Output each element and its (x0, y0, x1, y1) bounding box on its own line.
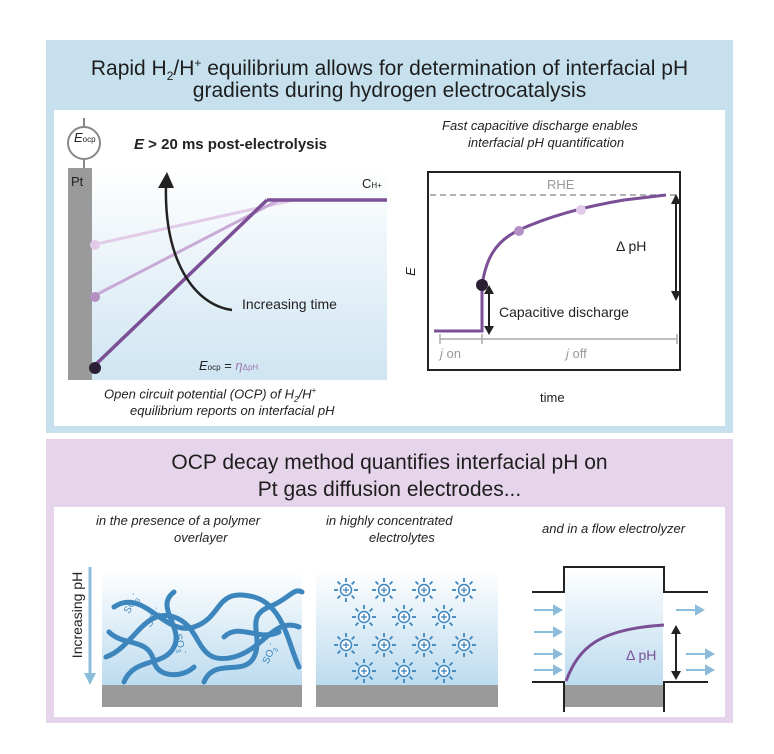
flow-channel-bottom-wall (532, 681, 708, 712)
left-caption-line2: equilibrium reports on interfacial pH (130, 403, 335, 418)
solvated-ion-icon (334, 633, 358, 657)
bottom-title-line1: OCP decay method quantifies interfacial … (171, 451, 608, 474)
solvated-ion-icon (432, 659, 456, 683)
right-heading-line2: interfacial pH quantification (468, 135, 625, 150)
solution-region (92, 168, 387, 380)
j-on-label: j on (440, 346, 461, 361)
solvated-ion-icon (352, 659, 376, 683)
solvated-ion-icon (352, 605, 376, 629)
marker-late (90, 240, 100, 250)
pt-electrode (68, 168, 92, 380)
eocp-equation: Eocp = ηΔpH (199, 358, 259, 373)
solvated-ion-icon (372, 578, 396, 602)
y-axis-label: E (402, 267, 418, 276)
electrolyte-electrode (316, 685, 498, 707)
right-heading-line1: Fast capacitive discharge enables (442, 118, 638, 133)
col3-heading: and in a flow electrolyzer (542, 521, 686, 536)
solvated-ion-icon (392, 605, 416, 629)
bottom-content: in the presence of a polymer overlayer i… (54, 507, 725, 717)
solvated-ion-icon (432, 605, 456, 629)
left-heading: E > 20 ms post-electrolysis (134, 136, 328, 153)
dph-label: Δ pH (616, 238, 647, 254)
top-panel: Rapid H2/H+ equilibrium allows for deter… (46, 40, 733, 433)
concentration-profile-diagram (67, 118, 681, 380)
capacitive-discharge-label: Capacitive discharge (499, 304, 629, 320)
col2-heading-line1: in highly concentrated (326, 513, 453, 528)
bottom-panel: OCP decay method quantifies interfacial … (46, 439, 733, 723)
left-caption-line1: Open circuit potential (OCP) of H2/H+ (104, 386, 317, 404)
flow-dph-label: Δ pH (626, 647, 657, 663)
marker-early (89, 362, 101, 374)
rhe-label: RHE (547, 177, 575, 192)
j-off-label: j off (566, 346, 587, 361)
solvated-ion-icon (412, 578, 436, 602)
col2-heading-line2: electrolytes (369, 530, 435, 545)
col1-heading-line1: in the presence of a polymer (96, 513, 261, 528)
solvated-ion-icon (372, 633, 396, 657)
top-title-line1: Rapid H2/H+ equilibrium allows for deter… (90, 56, 689, 84)
polymer-electrode (102, 685, 302, 707)
increasing-time-arrow (164, 184, 233, 312)
marker-discharge-2 (514, 226, 524, 236)
ocp-meter-icon (67, 126, 101, 160)
solvated-ion-icon (452, 633, 476, 657)
flow-channel-top-wall (532, 566, 708, 593)
solvated-ion-icon (334, 578, 358, 602)
ph-axis-label: Increasing pH (69, 571, 86, 659)
solvated-ions (334, 578, 476, 683)
flow-arrows (534, 604, 716, 676)
e-ocp-meter-label: Eocp (74, 130, 96, 145)
solvated-ion-icon (392, 659, 416, 683)
col1-heading-line2: overlayer (174, 530, 228, 545)
x-axis-label: time (540, 390, 565, 405)
ph-gradient-curve (564, 623, 665, 682)
gde-illustrations (84, 566, 716, 712)
arrow-head (158, 172, 174, 188)
top-content: Eocp E > 20 ms post-electrolysis Pt CH+ … (54, 110, 725, 426)
solvated-ion-icon (452, 578, 476, 602)
marker-discharge-1 (476, 279, 488, 291)
pt-label: Pt (71, 174, 84, 189)
top-title-line2: gradients during hydrogen electrocatalys… (192, 79, 587, 102)
increasing-time-label: Increasing time (242, 296, 337, 312)
bottom-title-line2: Pt gas diffusion electrodes... (257, 478, 522, 501)
conc-label: CH+ (362, 176, 382, 191)
solvated-ion-icon (412, 633, 436, 657)
flow-electrode (564, 685, 664, 707)
marker-discharge-3 (576, 205, 586, 215)
marker-mid (90, 292, 100, 302)
polymer-strands (103, 588, 305, 685)
discharge-plot-frame (427, 171, 681, 371)
profile-early (90, 198, 269, 370)
